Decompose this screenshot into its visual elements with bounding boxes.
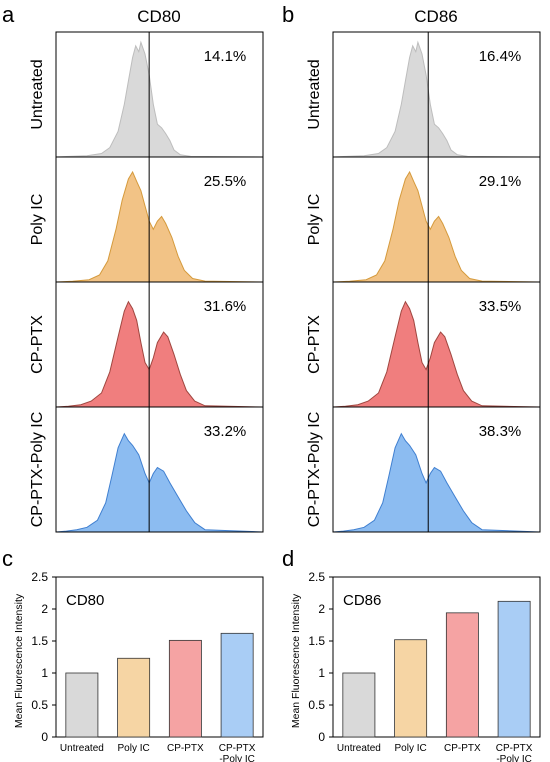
bar xyxy=(342,672,376,738)
histogram-row: 14.1% xyxy=(55,40,264,158)
histogram-distribution xyxy=(332,432,541,533)
bar xyxy=(445,612,479,738)
x-category-label: Untreated xyxy=(60,743,104,754)
histogram-distribution xyxy=(332,40,541,158)
bar xyxy=(117,657,151,738)
histogram-distribution xyxy=(332,170,541,283)
y-tick-label: 0.5 xyxy=(31,698,48,712)
row-label: CP-PTX-Poly IC xyxy=(306,412,323,528)
y-tick-label: 2.5 xyxy=(308,570,325,584)
row-label: Poly IC xyxy=(306,194,323,246)
bar xyxy=(497,600,531,738)
histogram-row: 16.4% xyxy=(332,40,541,158)
y-tick-label: 2 xyxy=(318,602,325,616)
x-category-label: CP-PTX xyxy=(167,743,204,754)
row-label: Poly IC xyxy=(29,194,46,246)
histogram-distribution xyxy=(332,300,541,408)
histogram-row: 29.1% xyxy=(332,170,541,283)
percent-label: 31.6% xyxy=(204,298,247,315)
panel-letter-d: d xyxy=(282,546,294,571)
percent-label: 38.3% xyxy=(479,423,522,440)
inset-label: CD86 xyxy=(343,592,381,609)
histogram-distribution xyxy=(55,432,264,533)
x-category-label: Poly IC xyxy=(118,743,150,754)
percent-label: 25.5% xyxy=(204,173,247,190)
row-label: Untreated xyxy=(306,59,323,129)
x-category-label: Untreated xyxy=(337,743,381,754)
x-category-label: CP-PTX xyxy=(496,743,533,754)
y-tick-label: 0 xyxy=(41,730,48,744)
panel-title-b: CD86 xyxy=(414,7,457,26)
row-label: CP-PTX xyxy=(29,315,46,374)
histogram-panel-b: 16.4% 29.1% 33.5% 38.3% Untreated Poly IC CP-P… xyxy=(306,31,541,533)
histogram-distribution xyxy=(55,170,264,283)
histogram-row: 25.5% xyxy=(55,170,264,283)
y-tick-label: 2.5 xyxy=(31,570,48,584)
histogram-row: 33.5% xyxy=(332,298,541,408)
bar-chart-d: 0 0.5 1 1.5 2 2.5 Untreated Poly IC CP-PTX CP-PTX… xyxy=(290,570,541,762)
bar xyxy=(168,639,202,738)
bar xyxy=(394,639,428,738)
panel-title-a: CD80 xyxy=(137,7,180,26)
histogram-row: 38.3% xyxy=(332,423,541,533)
panel-letter-a: a xyxy=(2,2,15,27)
y-axis-label: Mean Fluorescence Intensity xyxy=(290,593,302,728)
y-axis-label: Mean Fluorescence Intensity xyxy=(13,593,25,728)
percent-label: 33.2% xyxy=(204,423,247,440)
y-tick-label: 0 xyxy=(318,730,325,744)
y-tick-label: 2 xyxy=(41,602,48,616)
bar xyxy=(220,632,254,738)
percent-label: 29.1% xyxy=(479,173,522,190)
x-category-label: CP-PTX xyxy=(444,743,481,754)
inset-label: CD80 xyxy=(66,592,104,609)
percent-label: 16.4% xyxy=(479,48,522,65)
panel-letter-c: c xyxy=(2,546,13,571)
row-label: CP-PTX xyxy=(306,315,323,374)
panel-letter-b: b xyxy=(282,2,294,27)
y-tick-label: 1.5 xyxy=(308,634,325,648)
row-label: CP-PTX-Poly IC xyxy=(29,412,46,528)
histogram-row: 33.2% xyxy=(55,423,264,533)
y-tick-label: 0.5 xyxy=(308,698,325,712)
percent-label: 33.5% xyxy=(479,298,522,315)
y-tick-label: 1 xyxy=(318,666,325,680)
x-category-label: -Poly IC xyxy=(219,754,255,762)
bar xyxy=(65,672,99,738)
x-category-label: -Poly IC xyxy=(496,754,532,762)
histogram-row: 31.6% xyxy=(55,298,264,408)
histogram-distribution xyxy=(55,300,264,408)
row-label: Untreated xyxy=(29,59,46,129)
plot-frame xyxy=(332,576,541,738)
percent-label: 14.1% xyxy=(204,48,247,65)
histogram-panel-a: 14.1% 25.5% 31.6% 33.2% Untreated Poly IC CP-P… xyxy=(29,31,264,533)
plot-frame xyxy=(55,576,264,738)
x-category-label: CP-PTX xyxy=(219,743,256,754)
x-category-label: Poly IC xyxy=(395,743,427,754)
y-tick-label: 1 xyxy=(41,666,48,680)
bar-chart-c: 0 0.5 1 1.5 2 2.5 Untreated Poly IC CP-PTX CP-PTX… xyxy=(13,570,264,762)
histogram-distribution xyxy=(55,40,264,158)
y-tick-label: 1.5 xyxy=(31,634,48,648)
